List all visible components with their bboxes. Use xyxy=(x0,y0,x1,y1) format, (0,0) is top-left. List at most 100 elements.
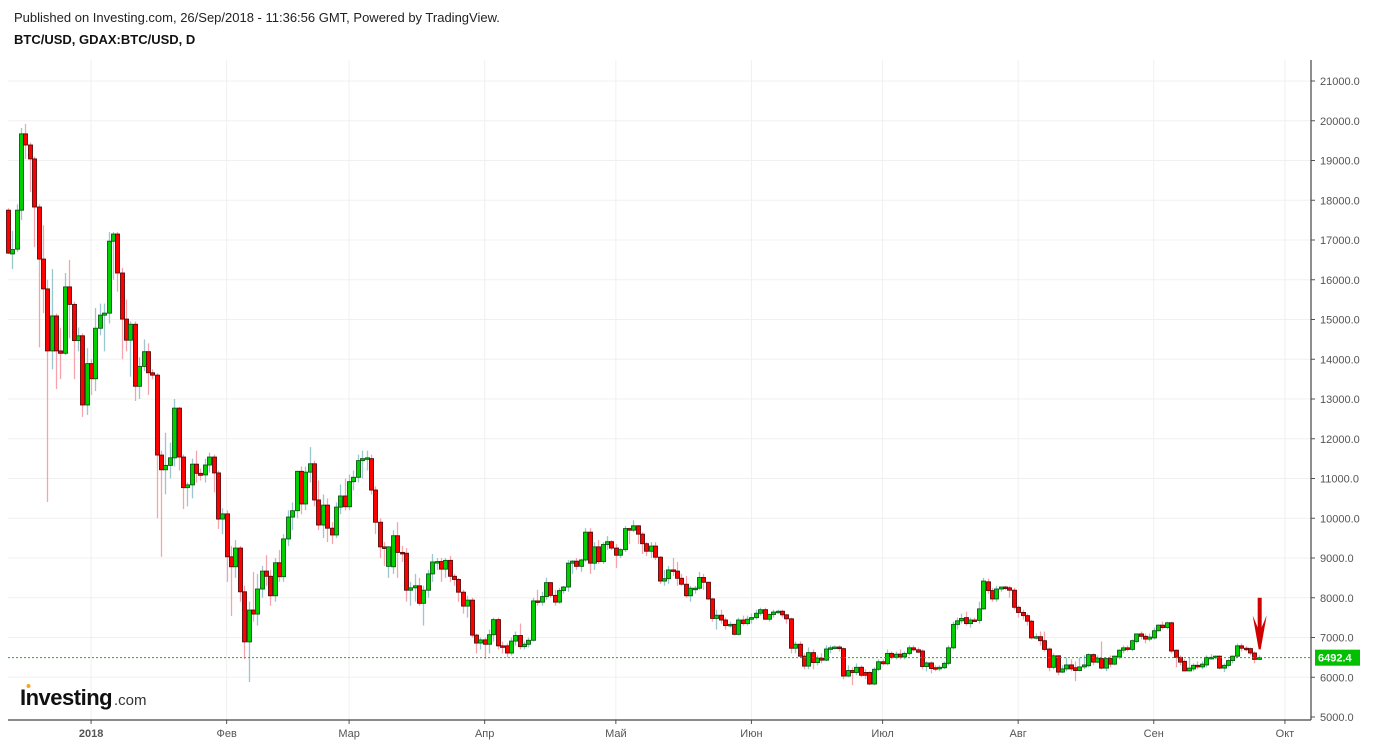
candle-down xyxy=(1244,646,1249,652)
candle-down xyxy=(780,609,785,618)
candle-up xyxy=(854,663,859,676)
candle-up xyxy=(286,510,291,547)
candle-up xyxy=(736,617,741,636)
candle-down xyxy=(1143,633,1148,644)
candle-body xyxy=(1191,664,1196,670)
candle-up xyxy=(937,665,942,672)
candle-up xyxy=(255,573,260,626)
candle-up xyxy=(688,585,693,602)
y-tick-label: 7000.0 xyxy=(1320,633,1354,645)
candle-body xyxy=(137,365,142,387)
candle-body xyxy=(579,559,584,567)
candle-body xyxy=(496,619,501,647)
candle-down xyxy=(1169,621,1174,654)
candle-body xyxy=(1226,660,1231,666)
candle-body xyxy=(1025,615,1030,622)
symbol-title: BTC/USD, GDAX:BTC/USD, D xyxy=(14,32,196,47)
candle-down xyxy=(155,373,160,519)
candle-body xyxy=(391,535,396,568)
y-tick-label: 19000.0 xyxy=(1320,156,1360,168)
candle-body xyxy=(566,562,571,588)
candle-body xyxy=(430,561,435,575)
candle-up xyxy=(776,609,781,614)
candle-body xyxy=(1082,664,1087,668)
candle-body xyxy=(76,335,81,342)
candle-up xyxy=(1117,649,1122,660)
candle-body xyxy=(675,570,680,579)
candle-up xyxy=(959,613,964,624)
candle-down xyxy=(343,478,348,511)
candle-body xyxy=(679,577,684,585)
candle-up xyxy=(172,399,177,467)
candle-body xyxy=(1222,664,1227,669)
candle-down xyxy=(933,665,938,672)
candle-body xyxy=(63,286,68,354)
candle-down xyxy=(212,454,217,493)
y-tick-label: 6000.0 xyxy=(1320,672,1354,684)
candle-up xyxy=(203,458,208,483)
candle-body xyxy=(557,590,562,603)
candle-body xyxy=(28,144,33,160)
candle-body xyxy=(251,609,256,615)
candle-body xyxy=(911,647,916,651)
candle-down xyxy=(1182,659,1187,672)
candle-up xyxy=(281,534,286,582)
candle-body xyxy=(1143,635,1148,640)
candle-body xyxy=(216,472,221,520)
candle-body xyxy=(1125,647,1130,650)
candle-body xyxy=(959,617,964,622)
candle-up xyxy=(907,645,912,656)
candle-body xyxy=(356,460,361,478)
candle-body xyxy=(671,569,676,572)
candle-down xyxy=(784,613,789,624)
candle-up xyxy=(540,591,545,606)
logo-suffix: .com xyxy=(114,692,147,709)
grid xyxy=(8,60,1311,720)
candle-body xyxy=(1021,612,1026,617)
candle-body xyxy=(369,458,374,491)
candle-body xyxy=(981,580,986,610)
candle-body xyxy=(443,559,448,570)
candle-up xyxy=(771,609,776,618)
candle-down xyxy=(1178,655,1183,666)
candle-up xyxy=(465,595,470,618)
candle-body xyxy=(150,372,155,376)
candle-body xyxy=(107,240,112,314)
candle-up xyxy=(968,617,973,628)
candle-up xyxy=(408,581,413,606)
candle-down xyxy=(609,540,614,551)
y-tick-label: 13000.0 xyxy=(1320,394,1360,406)
candle-down xyxy=(194,450,199,483)
candle-body xyxy=(1257,657,1262,660)
y-tick-label: 17000.0 xyxy=(1320,235,1360,247)
candle-body xyxy=(736,619,741,635)
candle-up xyxy=(426,569,431,598)
candle-down xyxy=(972,617,977,622)
candle-down xyxy=(251,571,256,622)
candle-down xyxy=(811,649,816,670)
candle-body xyxy=(330,527,335,536)
candle-body xyxy=(255,588,260,615)
candle-down xyxy=(448,556,453,582)
candle-up xyxy=(421,585,426,626)
candle-body xyxy=(373,489,378,523)
candle-up xyxy=(386,546,391,578)
candle-body xyxy=(937,666,942,670)
candle-down xyxy=(1091,653,1096,666)
candle-down xyxy=(574,558,579,570)
candle-down xyxy=(133,321,138,401)
candle-down xyxy=(1025,613,1030,626)
candle-down xyxy=(373,486,378,535)
candle-body xyxy=(338,495,343,508)
candle-up xyxy=(1051,653,1056,670)
candle-up xyxy=(526,637,531,648)
candle-body xyxy=(1195,664,1200,668)
candle-up xyxy=(693,585,698,594)
candle-up xyxy=(1112,655,1117,666)
candle-up xyxy=(137,357,142,399)
candle-body xyxy=(693,587,698,591)
candle-body xyxy=(640,533,645,545)
candle-body xyxy=(1147,636,1152,640)
candle-body xyxy=(1200,663,1205,668)
